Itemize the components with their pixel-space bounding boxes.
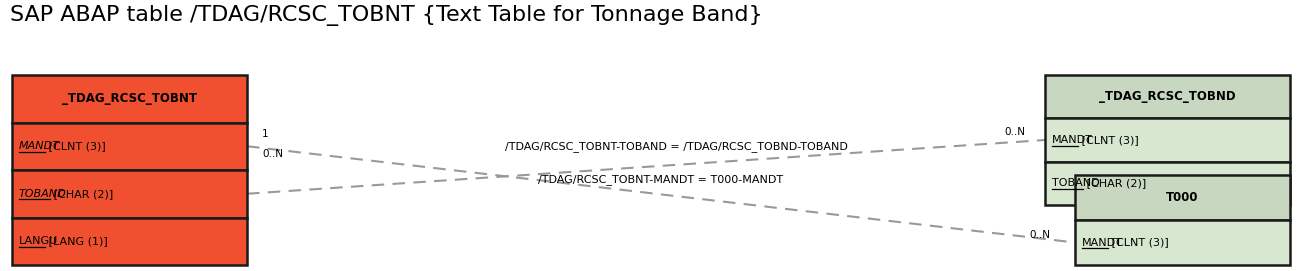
Text: [CHAR (2)]: [CHAR (2)] [1083,178,1147,188]
Text: MANDT: MANDT [1082,237,1122,247]
Text: 0..N: 0..N [1004,127,1025,137]
Text: LANGU: LANGU [19,236,58,246]
Text: [LANG (1)]: [LANG (1)] [45,236,108,246]
Bar [1044,75,1290,118]
Text: [CLNT (3)]: [CLNT (3)] [1108,237,1169,247]
Text: _TDAG_RCSC_TOBNT: _TDAG_RCSC_TOBNT [62,92,197,105]
Bar [12,170,247,218]
Text: MANDT: MANDT [1052,135,1092,145]
Text: 0..N: 0..N [1030,230,1051,240]
Text: [CLNT (3)]: [CLNT (3)] [45,141,105,151]
Text: 0..N: 0..N [262,149,283,159]
Text: SAP ABAP table /TDAG/RCSC_TOBNT {Text Table for Tonnage Band}: SAP ABAP table /TDAG/RCSC_TOBNT {Text Ta… [10,5,763,26]
Bar [1044,118,1290,162]
Bar [12,218,247,265]
Text: /TDAG/RCSC_TOBNT-TOBAND = /TDAG/RCSC_TOBND-TOBAND: /TDAG/RCSC_TOBNT-TOBAND = /TDAG/RCSC_TOB… [504,141,847,152]
Text: 1: 1 [262,129,269,139]
Bar [12,122,247,170]
Text: T000: T000 [1167,191,1199,204]
Bar [12,75,247,122]
Bar [1076,175,1290,220]
Text: [CHAR (2)]: [CHAR (2)] [51,189,113,199]
Text: TOBAND: TOBAND [19,189,66,199]
Text: /TDAG/RCSC_TOBNT-MANDT = T000-MANDT: /TDAG/RCSC_TOBNT-MANDT = T000-MANDT [539,174,783,185]
Text: [CLNT (3)]: [CLNT (3)] [1078,135,1139,145]
Text: _TDAG_RCSC_TOBND: _TDAG_RCSC_TOBND [1099,90,1235,103]
Text: MANDT: MANDT [19,141,60,151]
Bar [1076,220,1290,265]
Text: TOBAND: TOBAND [1052,178,1100,188]
Bar [1044,162,1290,205]
